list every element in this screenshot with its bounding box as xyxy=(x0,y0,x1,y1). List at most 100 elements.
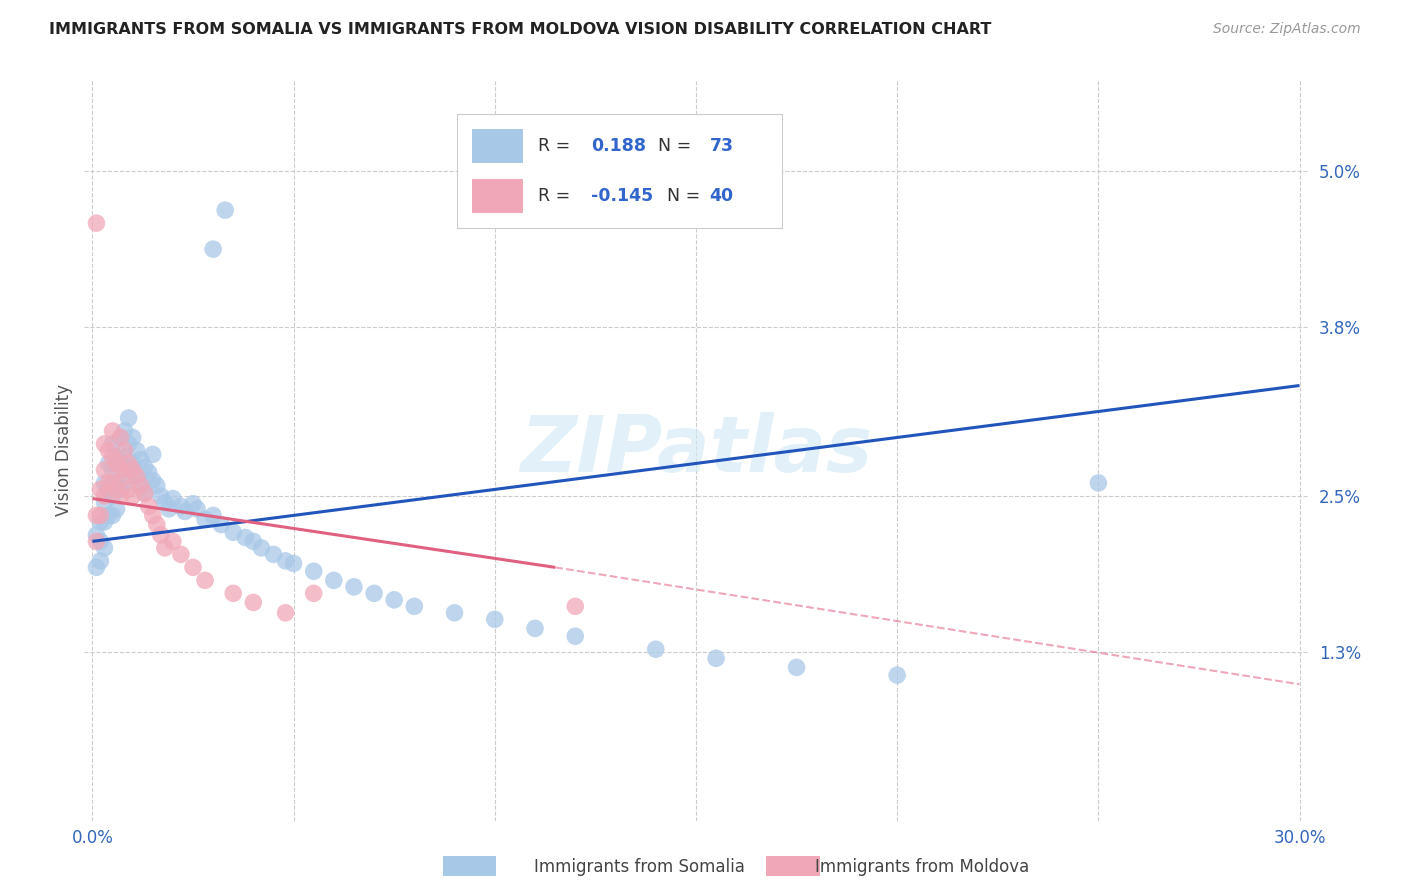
Text: Source: ZipAtlas.com: Source: ZipAtlas.com xyxy=(1213,22,1361,37)
Point xyxy=(105,450,128,464)
Text: Immigrants from Moldova: Immigrants from Moldova xyxy=(815,858,1029,876)
Point xyxy=(186,502,208,516)
Point xyxy=(222,525,245,540)
Point xyxy=(97,508,120,523)
Point xyxy=(524,621,547,635)
Point xyxy=(250,541,273,555)
Bar xyxy=(472,179,523,213)
Point xyxy=(101,463,124,477)
Point xyxy=(110,457,132,471)
Point xyxy=(101,489,124,503)
Point xyxy=(125,443,148,458)
Point xyxy=(138,500,160,514)
Point xyxy=(443,606,465,620)
Bar xyxy=(472,128,523,163)
Point xyxy=(89,508,111,523)
Point xyxy=(97,443,120,458)
Point xyxy=(564,599,586,614)
Point xyxy=(93,489,115,503)
Point xyxy=(114,443,136,458)
Point xyxy=(101,508,124,523)
Point xyxy=(181,497,204,511)
Point xyxy=(170,547,193,561)
Point xyxy=(101,437,124,451)
Point xyxy=(283,557,305,571)
Point xyxy=(89,515,111,529)
Point xyxy=(121,489,143,503)
Point xyxy=(181,560,204,574)
Point xyxy=(105,483,128,497)
Point xyxy=(134,486,156,500)
Point xyxy=(101,450,124,464)
Point xyxy=(93,475,115,490)
Point xyxy=(86,534,108,549)
Y-axis label: Vision Disability: Vision Disability xyxy=(55,384,73,516)
Point xyxy=(110,430,132,444)
Point xyxy=(209,517,232,532)
Point xyxy=(114,469,136,483)
Point xyxy=(129,478,152,492)
Point xyxy=(121,457,143,471)
Point xyxy=(110,483,132,497)
Text: -0.145: -0.145 xyxy=(591,187,652,205)
Point xyxy=(117,463,139,477)
Text: 73: 73 xyxy=(710,136,734,154)
Point xyxy=(194,512,217,526)
Point xyxy=(97,457,120,471)
Point xyxy=(93,541,115,555)
Point xyxy=(263,547,285,561)
Point xyxy=(117,411,139,425)
Point xyxy=(89,483,111,497)
Point xyxy=(404,599,426,614)
Point xyxy=(86,216,108,230)
Point xyxy=(134,460,156,475)
Point xyxy=(644,642,666,657)
Point xyxy=(142,473,165,487)
Point xyxy=(149,528,172,542)
Point xyxy=(86,528,108,542)
Point xyxy=(302,564,325,578)
Point xyxy=(110,430,132,444)
Point xyxy=(786,660,808,674)
Point xyxy=(125,469,148,483)
Point xyxy=(146,517,169,532)
Point xyxy=(174,504,197,518)
Point xyxy=(114,424,136,438)
Point xyxy=(105,502,128,516)
Point xyxy=(105,457,128,471)
Text: 0.188: 0.188 xyxy=(591,136,645,154)
Point xyxy=(153,541,176,555)
Point xyxy=(114,450,136,464)
Point xyxy=(222,586,245,600)
Point xyxy=(322,574,344,588)
Point xyxy=(242,534,264,549)
Point xyxy=(93,515,115,529)
Point xyxy=(101,424,124,438)
Point xyxy=(117,457,139,471)
Point xyxy=(382,592,405,607)
Text: IMMIGRANTS FROM SOMALIA VS IMMIGRANTS FROM MOLDOVA VISION DISABILITY CORRELATION: IMMIGRANTS FROM SOMALIA VS IMMIGRANTS FR… xyxy=(49,22,991,37)
Point xyxy=(242,595,264,609)
Point xyxy=(202,508,225,523)
Point xyxy=(129,452,152,467)
Text: R =: R = xyxy=(538,187,576,205)
Text: R =: R = xyxy=(538,136,576,154)
Point xyxy=(134,486,156,500)
Text: ZIPatlas: ZIPatlas xyxy=(520,412,872,489)
Text: N =: N = xyxy=(658,136,697,154)
Point xyxy=(214,203,236,218)
Point xyxy=(194,574,217,588)
Point xyxy=(170,500,193,514)
Point xyxy=(86,508,108,523)
Point xyxy=(117,483,139,497)
Point xyxy=(886,668,908,682)
Point xyxy=(121,463,143,477)
Text: N =: N = xyxy=(666,187,706,205)
Point xyxy=(110,489,132,503)
Point xyxy=(97,475,120,490)
Point xyxy=(363,586,385,600)
Point xyxy=(138,466,160,480)
Point xyxy=(129,478,152,492)
Point xyxy=(704,651,727,665)
Point xyxy=(117,437,139,451)
